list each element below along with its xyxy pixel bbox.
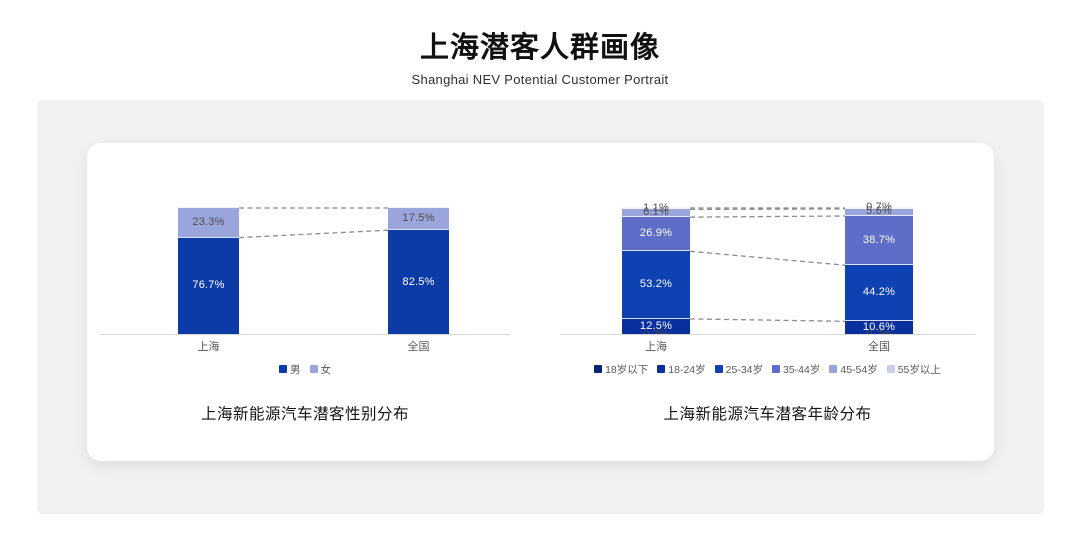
legend-item-35-44岁: 35-44岁 (772, 362, 820, 377)
legend-label: 25-34岁 (725, 363, 763, 376)
legend-label: 18岁以下 (605, 363, 649, 376)
legend-label: 45-54岁 (840, 363, 878, 376)
axis-category-label: 全国 (407, 341, 430, 353)
segment-value-label: 6.1% (643, 206, 669, 219)
bar-segment-25-34岁 (622, 250, 690, 318)
legend-swatch (829, 365, 838, 373)
age-chart-title: 上海新能源汽车潜客年龄分布 (663, 406, 872, 423)
segment-value-label: 38.7% (862, 233, 896, 246)
stacked-bar-上海: 0.2% 12.5% 53.2% 26.9% 6.1% 1.1% (622, 202, 690, 335)
legend-swatch (772, 365, 780, 373)
bar-segment-男 (388, 229, 449, 334)
segment-value-label: 0.2% (643, 327, 669, 335)
segment-value-label: 82.5% (402, 275, 435, 288)
page-subtitle: Shanghai NEV Potential Customer Portrait (411, 72, 669, 87)
connector-line (238, 229, 389, 239)
connector-line (689, 208, 846, 211)
connector-line (689, 250, 846, 266)
legend-swatch (657, 365, 666, 373)
legend-label: 55岁以上 (897, 363, 941, 376)
charts-card: 76.7% 23.3% 82.5% 17.5% 上海 全国 男女 上海新能源汽车潜客性别… (87, 143, 994, 461)
gender-chart-x-axis: 上海 全国 (100, 338, 510, 356)
segment-value-label: 10.6% (862, 321, 896, 333)
connector-line (689, 215, 846, 218)
connector-dashed-lines (689, 207, 846, 322)
legend-swatch (714, 365, 723, 373)
segment-value-label: 44.2% (862, 286, 896, 299)
gender-chart-title: 上海新能源汽车潜客性别分布 (200, 406, 409, 423)
report-header: 上海潜客人群画像 Shanghai NEV Potential Customer… (0, 24, 1080, 87)
legend-swatch (309, 365, 318, 373)
segment-value-label: 0.7% (866, 201, 892, 214)
segment-value-label: 76.7% (192, 279, 225, 292)
bar-segment-女 (178, 207, 239, 237)
bar-segment-男 (178, 236, 239, 334)
bar-segment-女 (388, 207, 449, 230)
page-title: 上海潜客人群画像 (419, 32, 660, 64)
stacked-bar-全国: 0.2% 10.6% 44.2% 38.7% 5.6% 0.7% (845, 201, 913, 335)
legend-item-55岁以上: 55岁以上 (886, 362, 941, 377)
stacked-bar-全国: 82.5% 17.5% (388, 207, 449, 334)
bar-segment-18-24岁 (845, 320, 913, 334)
segment-value-label: 5.6% (866, 205, 892, 218)
legend-label: 女 (320, 363, 332, 376)
legend-item-25-34岁: 25-34岁 (714, 362, 763, 377)
segment-value-label: 12.5% (639, 319, 673, 332)
age-distribution-chart: 0.2% 12.5% 53.2% 26.9% 6.1% 1.1% 0.2% 10.6% 44.2… (560, 193, 975, 424)
legend-label: 男 (290, 363, 301, 376)
gender-chart-legend: 男女 (100, 362, 510, 376)
bar-segment-25-34岁 (845, 264, 913, 321)
segment-value-label: 0.2% (866, 327, 892, 335)
legend-swatch (594, 365, 603, 373)
background-panel: 76.7% 23.3% 82.5% 17.5% 上海 全国 男女 上海新能源汽车潜客性别… (37, 100, 1044, 514)
legend-swatch (886, 365, 895, 373)
gender-distribution-chart: 76.7% 23.3% 82.5% 17.5% 上海 全国 男女 上海新能源汽车潜客性别… (100, 193, 510, 424)
bar-segment-35-44岁 (622, 216, 690, 251)
segment-value-label: 53.2% (639, 278, 673, 291)
legend-item-45-54岁: 45-54岁 (829, 362, 878, 377)
age-chart-plot: 0.2% 12.5% 53.2% 26.9% 6.1% 1.1% 0.2% 10.6% 44.2… (560, 193, 975, 335)
bar-segment-35-44岁 (845, 215, 913, 265)
legend-item-18岁以下: 18岁以下 (594, 362, 648, 377)
segment-value-label: 26.9% (639, 227, 673, 240)
legend-label: 35-44岁 (783, 363, 821, 376)
legend-item-男: 男 (279, 362, 301, 377)
bar-segment-18-24岁 (622, 317, 690, 334)
bar-segment-55岁以上 (622, 207, 690, 209)
axis-category-label: 全国 (868, 341, 890, 353)
legend-label: 18-24岁 (668, 363, 706, 376)
bar-segment-45-54岁 (622, 208, 690, 217)
segment-value-label: 23.3% (192, 215, 225, 228)
bar-segment-55岁以上 (845, 207, 913, 208)
axis-category-label: 上海 (197, 341, 220, 353)
gender-chart-plot: 76.7% 23.3% 82.5% 17.5% (100, 193, 510, 335)
legend-item-女: 女 (309, 362, 332, 377)
connector-line (689, 318, 846, 322)
axis-category-label: 上海 (645, 341, 667, 353)
legend-item-18-24岁: 18-24岁 (657, 362, 706, 377)
stacked-bar-上海: 76.7% 23.3% (178, 207, 239, 334)
legend-swatch (279, 365, 287, 373)
segment-value-label: 1.1% (643, 201, 669, 214)
segment-value-label: 17.5% (402, 212, 435, 225)
age-chart-legend: 18岁以下 18-24岁 25-34岁 35-44岁 45-54岁 55岁以上 (560, 362, 975, 376)
bar-segment-45-54岁 (845, 207, 913, 216)
age-chart-x-axis: 上海 全国 (560, 338, 975, 356)
